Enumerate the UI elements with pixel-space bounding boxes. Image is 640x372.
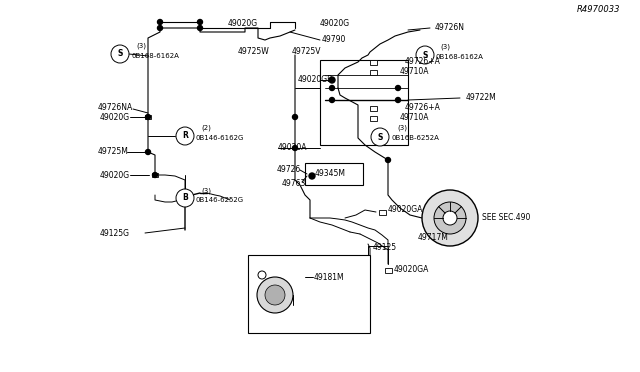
Text: 49020G: 49020G: [228, 19, 258, 29]
Circle shape: [371, 128, 389, 146]
Text: 49125G: 49125G: [100, 228, 130, 237]
Circle shape: [157, 26, 163, 31]
Text: 49181M: 49181M: [314, 273, 344, 282]
Text: 49710A: 49710A: [400, 67, 429, 77]
Text: 0B168-6162A: 0B168-6162A: [435, 54, 483, 60]
Circle shape: [198, 19, 202, 25]
Text: 49726+A: 49726+A: [405, 58, 441, 67]
Text: 49345M: 49345M: [315, 170, 346, 179]
Circle shape: [396, 86, 401, 90]
Circle shape: [396, 97, 401, 103]
Bar: [152, 173, 158, 177]
Circle shape: [443, 211, 457, 225]
Text: 49726NA: 49726NA: [98, 103, 133, 112]
Bar: [320, 60, 408, 145]
Bar: [369, 106, 376, 110]
Text: 49717M: 49717M: [418, 232, 449, 241]
Text: 49125: 49125: [373, 244, 397, 253]
Text: (2): (2): [201, 125, 211, 131]
Text: 49725M: 49725M: [98, 148, 129, 157]
Text: 49710A: 49710A: [400, 113, 429, 122]
Circle shape: [198, 26, 202, 31]
Text: 0B146-6252G: 0B146-6252G: [196, 197, 244, 203]
Text: S: S: [117, 49, 123, 58]
Circle shape: [145, 115, 150, 119]
Circle shape: [292, 115, 298, 119]
Circle shape: [422, 190, 478, 246]
Circle shape: [157, 19, 163, 25]
Text: 0B146-6162G: 0B146-6162G: [196, 135, 244, 141]
Text: R: R: [182, 131, 188, 141]
Bar: [385, 267, 392, 273]
Text: 0B168-6162A: 0B168-6162A: [131, 53, 179, 59]
Circle shape: [292, 145, 298, 151]
Text: B: B: [182, 193, 188, 202]
Text: 49722M: 49722M: [466, 93, 497, 102]
Circle shape: [258, 271, 266, 279]
Text: 49726: 49726: [277, 164, 301, 173]
Text: 49725W: 49725W: [238, 48, 269, 57]
Circle shape: [111, 45, 129, 63]
Text: 49725V: 49725V: [292, 48, 321, 57]
Circle shape: [330, 97, 335, 103]
Circle shape: [176, 189, 194, 207]
Text: 49020G: 49020G: [320, 19, 350, 29]
Bar: [145, 115, 151, 119]
Circle shape: [176, 127, 194, 145]
Text: 49020GA: 49020GA: [388, 205, 424, 215]
Text: 49020A: 49020A: [278, 142, 307, 151]
Bar: [369, 60, 376, 64]
Circle shape: [257, 277, 293, 313]
Text: S: S: [378, 132, 383, 141]
Text: S: S: [422, 51, 428, 60]
Text: 49726+A: 49726+A: [405, 103, 441, 112]
Bar: [369, 70, 376, 74]
Text: SEE SEC.490: SEE SEC.490: [482, 214, 531, 222]
Circle shape: [329, 77, 335, 83]
Circle shape: [385, 157, 390, 163]
Text: R4970033: R4970033: [577, 6, 620, 15]
Bar: [378, 209, 385, 215]
Text: (3): (3): [201, 188, 211, 194]
Circle shape: [330, 86, 335, 90]
Bar: [369, 115, 376, 121]
Text: 49020GA: 49020GA: [394, 266, 429, 275]
Text: (3): (3): [440, 44, 450, 50]
Circle shape: [145, 150, 150, 154]
Circle shape: [152, 173, 157, 177]
Bar: [305, 163, 363, 185]
Text: (3): (3): [397, 125, 407, 131]
Bar: [248, 255, 370, 333]
Text: 49763: 49763: [282, 180, 307, 189]
Circle shape: [416, 46, 434, 64]
Circle shape: [265, 285, 285, 305]
Text: (3): (3): [136, 43, 146, 49]
Text: 49790: 49790: [322, 35, 346, 45]
Circle shape: [434, 202, 466, 234]
Text: 49020GB: 49020GB: [298, 76, 333, 84]
Text: 49726N: 49726N: [435, 22, 465, 32]
Text: 49020G: 49020G: [100, 112, 130, 122]
Text: 0B16B-6252A: 0B16B-6252A: [392, 135, 440, 141]
Text: 49020G: 49020G: [100, 170, 130, 180]
Circle shape: [309, 173, 315, 179]
